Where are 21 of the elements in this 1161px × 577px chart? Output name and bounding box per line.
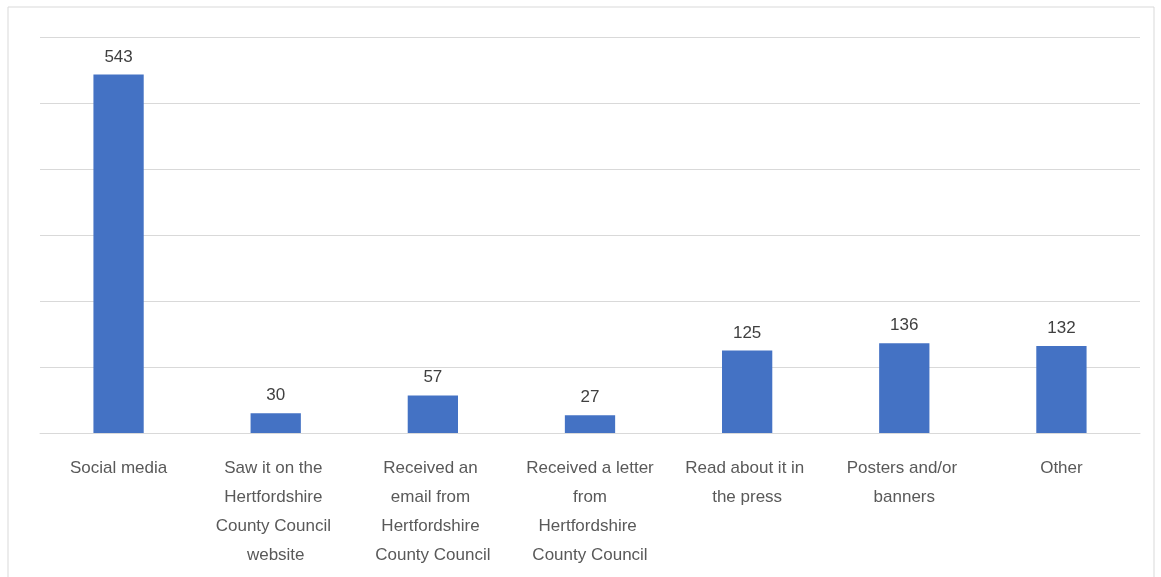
- x-tick-label: Received an email from Hertfordshire County Council: [375, 458, 491, 564]
- bar: [250, 413, 301, 433]
- data-label: 543: [104, 46, 133, 66]
- bar: [407, 395, 458, 433]
- bar: [564, 415, 616, 433]
- x-tick-label: Read about it in the press: [685, 458, 810, 506]
- x-tick-label: Posters and/or banners: [846, 458, 962, 506]
- data-label: 136: [890, 315, 919, 335]
- data-label: 57: [423, 367, 443, 387]
- bar: [722, 350, 773, 433]
- x-tick-label: Saw it on the Hertfordshire County Council website: [215, 458, 336, 564]
- x-tick-label: Other: [1040, 458, 1084, 477]
- data-label: 30: [266, 385, 286, 405]
- data-label: 125: [732, 322, 762, 342]
- x-tick-label: Social media: [69, 458, 168, 477]
- data-label: 132: [1047, 317, 1076, 337]
- bar: [93, 74, 144, 433]
- x-tick-label: Received a letter from Hertfordshire County Council: [526, 458, 655, 564]
- bar: [1036, 345, 1087, 433]
- bar: [879, 343, 930, 433]
- data-label: 27: [580, 387, 600, 407]
